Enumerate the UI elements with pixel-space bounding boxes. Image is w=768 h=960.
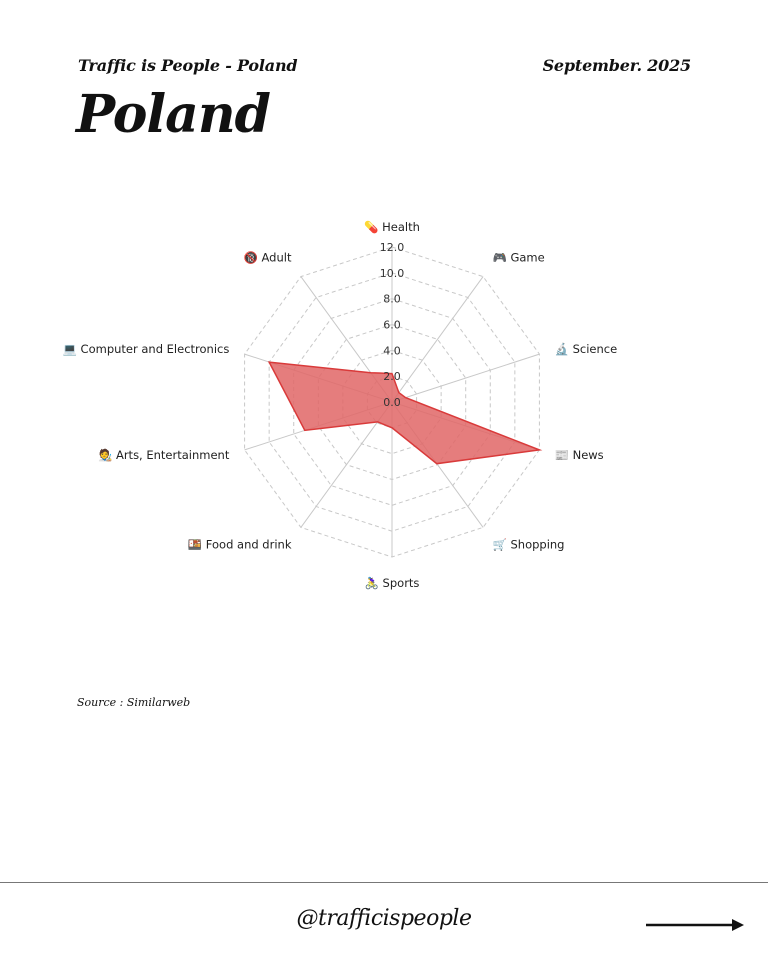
tick-label: 10.0: [380, 267, 405, 280]
grid-spoke: [391, 353, 540, 403]
tick-label: 4.0: [383, 344, 401, 357]
source-note: Source : Similarweb: [77, 696, 191, 709]
category-labels: 💊 Health 🎮 Game 🔬 Science 📰 News 🛒 Shopping 🚴…: [63, 220, 618, 590]
tick-label: 8.0: [383, 293, 401, 306]
tick-label: 2.0: [383, 370, 401, 383]
social-handle: @trafficispeople: [296, 906, 472, 931]
category-label-arts-entertainment: 🧑‍🎨 Arts, Entertainment: [98, 448, 230, 462]
category-label-food-and-drink: 🍱 Food and drink: [188, 537, 292, 551]
category-label-news: 📰 News: [555, 448, 604, 462]
series-area: [267, 361, 543, 465]
arrow-right-icon[interactable]: [646, 918, 746, 932]
category-label-computer-and-electronics: 💻 Computer and Electronics: [63, 342, 230, 356]
report-date: September. 2025: [542, 56, 692, 75]
radar-chart: 0.0 2.0 4.0 6.0 8.0 10.0 12.0 💊 Health 🎮 Game 🔬 …: [63, 220, 618, 590]
category-label-adult: 🔞 Adult: [244, 251, 292, 265]
tick-label: 6.0: [383, 319, 401, 332]
tick-label: 0.0: [383, 396, 401, 409]
tick-label: 12.0: [380, 241, 405, 254]
grid-ring: [293, 298, 491, 506]
grid-spoke: [391, 276, 484, 403]
category-label-science: 🔬 Science: [555, 342, 618, 356]
category-label-sports: 🚴‍♀️ Sports: [365, 576, 420, 590]
page-title: Poland: [76, 84, 271, 145]
radar-series: [267, 361, 543, 465]
report-subtitle: Traffic is People - Poland: [78, 56, 298, 75]
grid-spoke: [300, 401, 393, 528]
category-label-game: 🎮 Game: [493, 251, 545, 265]
category-label-health: 💊 Health: [364, 220, 420, 234]
footer-divider: [0, 882, 768, 883]
radial-tick-labels: 0.0 2.0 4.0 6.0 8.0 10.0 12.0: [380, 241, 405, 409]
category-label-shopping: 🛒 Shopping: [493, 537, 565, 551]
